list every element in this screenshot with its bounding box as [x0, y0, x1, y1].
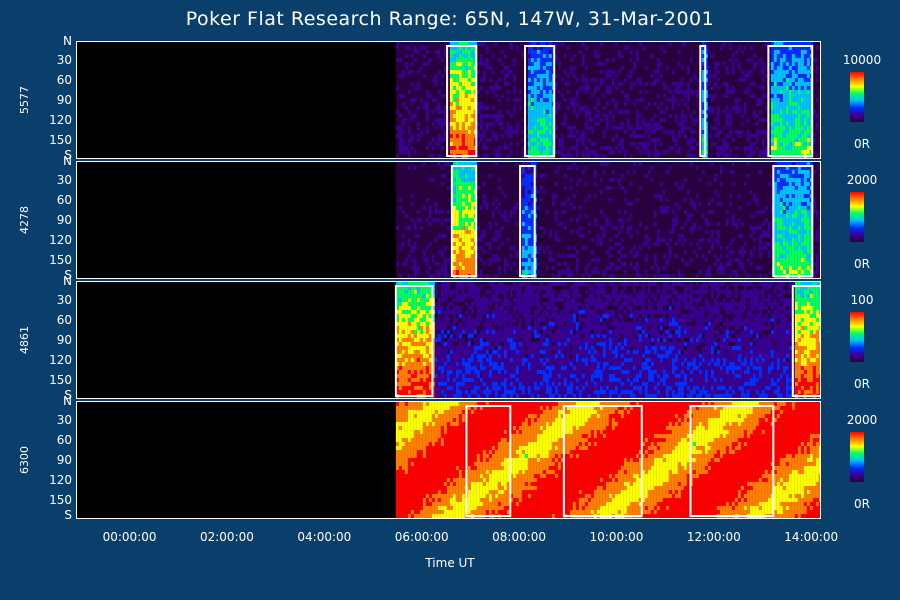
y-tick-4861-2: 60 — [56, 313, 72, 327]
y-tick-5577-6: S — [64, 148, 72, 162]
panel-label-4861: 4861 — [18, 326, 31, 354]
y-tick-6300-2: 60 — [56, 433, 72, 447]
colorbar-6300 — [850, 432, 864, 482]
panel-4861 — [76, 281, 821, 399]
y-tick-6300-6: S — [64, 508, 72, 522]
contour-4278-1 — [519, 165, 536, 277]
y-tick-4861-6: S — [64, 388, 72, 402]
y-tick-4861-5: 150 — [49, 373, 72, 387]
y-tick-6300-3: 90 — [56, 453, 72, 467]
y-tick-5577-3: 90 — [56, 93, 72, 107]
y-tick-6300-1: 30 — [56, 413, 72, 427]
colorbar-min-6300: 0R — [854, 497, 870, 511]
chart-title: Poker Flat Research Range: 65N, 147W, 31… — [185, 8, 715, 30]
y-tick-4278-2: 60 — [56, 193, 72, 207]
colorbar-min-4861: 0R — [854, 377, 870, 391]
y-tick-5577-5: 150 — [49, 133, 72, 147]
y-tick-4861-4: 120 — [49, 353, 72, 367]
contour-6300-1 — [562, 405, 643, 517]
colorbar-4278 — [850, 192, 864, 242]
contour-5577-0 — [446, 45, 478, 157]
y-tick-6300-0: N — [63, 394, 72, 408]
panel-label-6300: 6300 — [18, 446, 31, 474]
contour-4278-0 — [450, 165, 478, 277]
contour-5577-2 — [699, 45, 707, 157]
y-tick-4861-0: N — [63, 274, 72, 288]
y-tick-4861-3: 90 — [56, 333, 72, 347]
y-tick-6300-5: 150 — [49, 493, 72, 507]
x-tick-2: 04:00:00 — [297, 530, 352, 544]
contour-4278-2 — [772, 165, 814, 277]
colorbar-4861 — [850, 312, 864, 362]
panel-5577 — [76, 41, 821, 159]
x-tick-5: 10:00:00 — [589, 530, 644, 544]
x-tick-4: 08:00:00 — [492, 530, 547, 544]
y-tick-4278-4: 120 — [49, 233, 72, 247]
y-tick-4278-5: 150 — [49, 253, 72, 267]
x-tick-1: 02:00:00 — [199, 530, 254, 544]
y-tick-4278-0: N — [63, 154, 72, 168]
contour-6300-2 — [689, 405, 775, 517]
keogram-4278 — [395, 162, 820, 278]
keogram-5577 — [395, 42, 820, 158]
keogram-6300 — [395, 402, 820, 518]
y-tick-4278-3: 90 — [56, 213, 72, 227]
x-tick-6: 12:00:00 — [686, 530, 741, 544]
x-tick-0: 00:00:00 — [102, 530, 157, 544]
colorbar-min-4278: 0R — [854, 257, 870, 271]
panel-6300 — [76, 401, 821, 519]
colorbar-max-6300: 2000 — [846, 413, 878, 427]
y-tick-5577-1: 30 — [56, 53, 72, 67]
y-tick-5577-4: 120 — [49, 113, 72, 127]
colorbar-max-4278: 2000 — [846, 173, 878, 187]
panel-label-5577: 5577 — [18, 86, 31, 114]
contour-4861-1 — [791, 285, 820, 397]
contour-4861-0 — [394, 285, 434, 397]
colorbar-max-4861: 100 — [850, 293, 874, 307]
x-tick-7: 14:00:00 — [784, 530, 839, 544]
panel-4278 — [76, 161, 821, 279]
colorbar-min-5577: 0R — [854, 137, 870, 151]
y-tick-4278-6: S — [64, 268, 72, 282]
x-axis-label: Time UT — [425, 556, 475, 570]
y-tick-5577-0: N — [63, 34, 72, 48]
contour-5577-1 — [524, 45, 556, 157]
y-tick-6300-4: 120 — [49, 473, 72, 487]
y-tick-4278-1: 30 — [56, 173, 72, 187]
panel-label-4278: 4278 — [18, 206, 31, 234]
colorbar-5577 — [850, 72, 864, 122]
x-tick-3: 06:00:00 — [394, 530, 449, 544]
y-tick-4861-1: 30 — [56, 293, 72, 307]
contour-6300-0 — [465, 405, 512, 517]
y-tick-5577-2: 60 — [56, 73, 72, 87]
keogram-4861 — [394, 282, 820, 398]
contour-5577-3 — [767, 45, 814, 157]
colorbar-max-5577: 10000 — [842, 53, 882, 67]
